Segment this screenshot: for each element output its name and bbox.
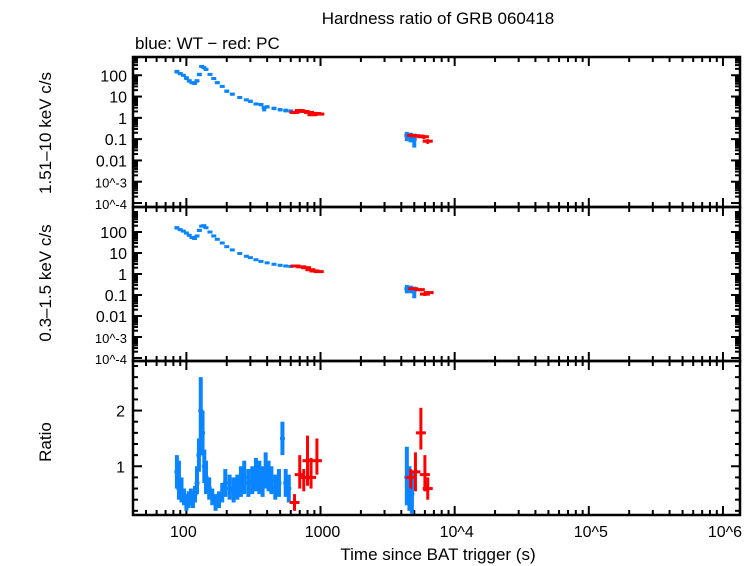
y-tick-label: 10^-3 [95, 331, 127, 346]
y-tick-label: 1 [118, 111, 127, 128]
y-axis-label-soft: 0.3–1.5 keV c/s [36, 224, 55, 341]
chart-title: Hardness ratio of GRB 060418 [322, 9, 554, 28]
panel-frame [131, 205, 742, 363]
y-tick-label: 100 [100, 225, 127, 242]
x-tick-label: 10^5 [574, 524, 608, 541]
y-tick-label: 0.01 [96, 309, 127, 326]
x-axis-label: Time since BAT trigger (s) [340, 545, 535, 564]
y-tick-label: 10^-3 [95, 176, 127, 191]
y-tick-label: 10^-4 [95, 352, 127, 367]
x-tick-label: 1000 [305, 524, 341, 541]
x-tick-label: 10^4 [440, 524, 474, 541]
y-axis-label-hard: 1.51–10 keV c/s [36, 72, 55, 194]
y-tick-label: 0.1 [105, 288, 127, 305]
y-tick-label: 0.01 [96, 153, 127, 170]
y-tick-label: 2 [116, 404, 125, 421]
y-tick-label: 10^-4 [95, 197, 127, 212]
y-tick-label: 1 [118, 267, 127, 284]
y-tick-label: 0.1 [105, 132, 127, 149]
chart-subtitle: blue: WT − red: PC [135, 34, 280, 53]
y-tick-label: 100 [100, 68, 127, 85]
panel-frame [131, 55, 742, 209]
y-tick-label: 1 [116, 459, 125, 476]
y-tick-label: 10 [109, 246, 127, 263]
x-tick-label: 10^6 [708, 524, 742, 541]
y-tick-label: 10 [109, 90, 127, 107]
y-axis-label-ratio: Ratio [36, 422, 55, 462]
panel-frame [131, 359, 742, 517]
x-tick-label: 100 [170, 524, 197, 541]
